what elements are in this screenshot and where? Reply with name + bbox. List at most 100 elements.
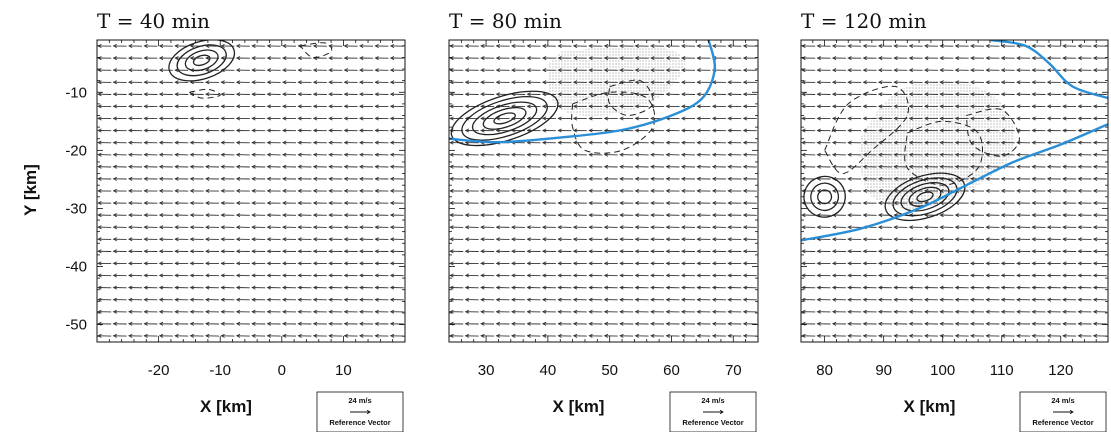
wind-vector-head [358, 116, 364, 121]
x-tick-label: 40 [540, 362, 557, 379]
wind-vector-head [127, 261, 133, 266]
wind-vector-head [374, 68, 379, 73]
wind-vector-head [619, 249, 624, 254]
wind-vector-head [681, 261, 686, 266]
wind-vector-head [449, 56, 454, 61]
wind-vector-head [251, 237, 256, 242]
wind-vector-head [343, 104, 349, 109]
wind-vector-head [650, 297, 655, 302]
wind-vector-head [877, 188, 883, 193]
wind-vector-head [727, 176, 732, 181]
wind-vector-head [281, 152, 287, 157]
wind-vector-head [220, 128, 225, 133]
wind-vector-head [877, 237, 883, 242]
wind-vector-head [143, 80, 148, 85]
wind-vector-head [266, 237, 272, 242]
wind-vector-head [374, 225, 379, 230]
wind-vector-head [297, 249, 302, 254]
wind-vector-head [924, 152, 929, 157]
wind-vector-head [312, 104, 318, 109]
wind-vector-head [328, 200, 333, 206]
wind-vector-head [831, 104, 837, 109]
wind-vector-head [727, 68, 732, 73]
wind-vector-head [389, 200, 395, 206]
wind-vector-head [924, 237, 929, 242]
wind-vector-head [619, 261, 624, 266]
wind-vector-head [831, 309, 837, 314]
wind-vector-head [557, 249, 562, 254]
wind-vector-head [939, 80, 944, 85]
wind-vector-head [1000, 140, 1006, 145]
wind-vector-head [480, 128, 485, 133]
wind-vector-head [1000, 128, 1006, 133]
wind-vector-head [847, 56, 852, 61]
wind-vector-head [464, 164, 470, 169]
wind-vector-head [877, 213, 883, 218]
wind-vector-head [464, 200, 470, 205]
wind-vector-head [650, 309, 655, 314]
wind-vector-head [588, 188, 593, 193]
wind-vector-head [1031, 309, 1036, 314]
wind-vector-head [1062, 188, 1067, 193]
wind-vector-head [235, 261, 241, 266]
wind-vector-head [619, 164, 624, 169]
wind-vector-head [374, 152, 379, 157]
wind-vector-head [189, 285, 195, 290]
wind-vector-head [1016, 213, 1021, 218]
wind-vector-head [634, 309, 640, 314]
wind-vector-head [696, 333, 701, 338]
wind-vector-head [97, 225, 102, 230]
wind-vector-head [374, 333, 379, 338]
wind-vector-head [541, 333, 547, 338]
wind-vector-head [358, 237, 364, 242]
wind-vector-head [204, 68, 210, 73]
wind-vector-head [847, 297, 852, 302]
wind-vector-head [893, 140, 898, 145]
wind-vector-head [266, 273, 272, 278]
wind-vector-head [1062, 297, 1067, 302]
wind-vector-head [1031, 200, 1036, 206]
wind-vector-head [634, 80, 640, 85]
wind-vector-head [1092, 43, 1098, 48]
wind-vector-head [650, 249, 655, 254]
wind-vector-head [343, 237, 349, 242]
wind-vector-head [220, 152, 225, 157]
wind-vector-head [220, 140, 225, 145]
wind-vector-head [143, 116, 148, 121]
wind-vector-head [1000, 237, 1006, 242]
wind-vector-head [220, 188, 225, 193]
wind-vector-head [541, 80, 547, 85]
wind-vector-head [619, 56, 624, 61]
panel-3: T = 120 min 80 90 100 110 120 X [km] 24 m/s Refe… [800, 9, 1109, 432]
wind-vector-head [1016, 104, 1021, 109]
wind-vector-head [969, 249, 975, 254]
wind-vector-head [1062, 164, 1067, 169]
wind-vector-head [1092, 176, 1098, 181]
wind-vector-head [1077, 43, 1082, 48]
wind-vector-head [1046, 176, 1052, 181]
wind-vector-head [954, 309, 960, 314]
wind-vector-head [969, 273, 975, 278]
wind-vector-head [908, 43, 914, 48]
solid-contour [450, 90, 559, 147]
wind-vector-head [572, 297, 578, 302]
wind-vector-head [603, 152, 609, 157]
wind-vector-head [588, 321, 593, 326]
wind-vector-head [1092, 237, 1098, 242]
wind-vector-head [389, 43, 395, 48]
wind-vector-head [312, 297, 318, 302]
wind-vector-head [266, 213, 272, 218]
wind-vector-head [389, 309, 395, 314]
wind-vector-head [1046, 56, 1052, 61]
wind-vector-head [204, 116, 210, 121]
wind-vector-head [127, 188, 133, 193]
wind-vector-head [588, 297, 593, 302]
wind-vector-head [449, 128, 454, 133]
wind-vector-head [297, 333, 302, 338]
wind-vector-head [204, 261, 210, 266]
wind-vector-head [877, 43, 883, 48]
wind-vector-head [1092, 56, 1098, 61]
wind-vector-head [297, 188, 302, 193]
wind-vector-head [127, 237, 133, 242]
wind-vector-head [526, 273, 531, 278]
